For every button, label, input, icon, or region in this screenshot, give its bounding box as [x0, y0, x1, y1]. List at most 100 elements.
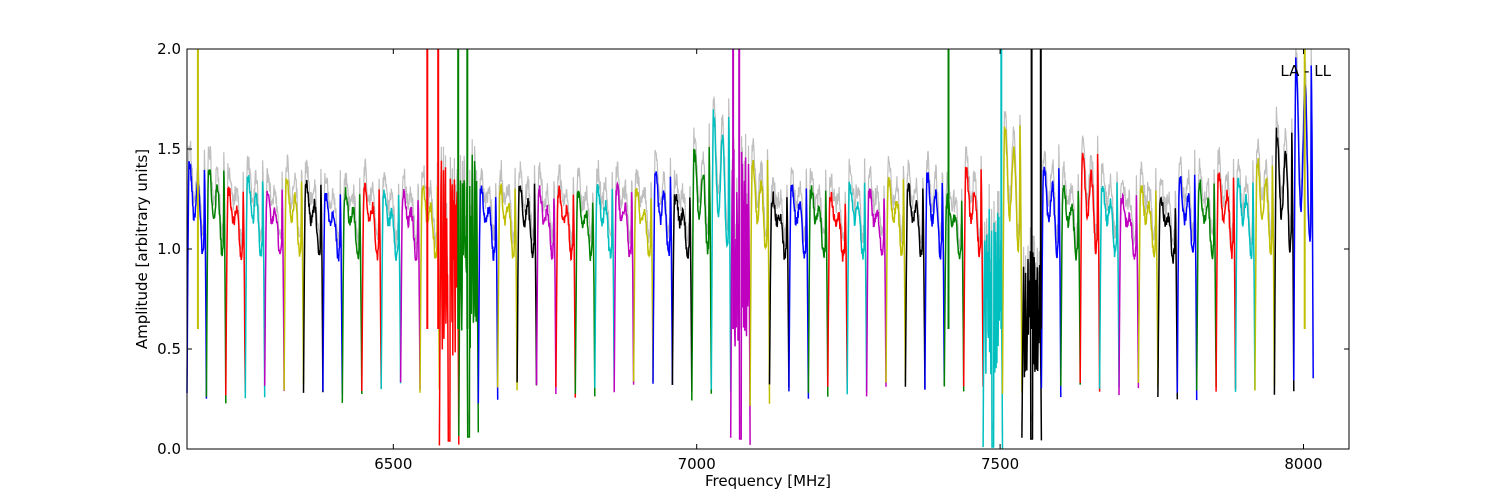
series-line-13	[438, 160, 460, 446]
background-line-15	[477, 168, 499, 383]
series-line-46	[1079, 152, 1101, 392]
background-line-40	[963, 146, 984, 370]
series-line-25	[671, 193, 693, 393]
background-line-9	[361, 158, 382, 372]
series-line-22	[613, 181, 635, 393]
background-line-16	[497, 159, 518, 376]
series-line-48	[1118, 192, 1140, 396]
background-line-53	[1215, 147, 1237, 378]
series-line-8	[341, 187, 363, 403]
series-line-49	[1137, 184, 1159, 388]
background-line-3	[244, 155, 266, 386]
series-line-36	[885, 176, 907, 383]
series-line-7	[322, 192, 344, 395]
series-line-54	[1234, 177, 1256, 392]
series-line-20	[574, 190, 596, 397]
background-line-49	[1137, 161, 1159, 373]
series-line-27	[710, 109, 732, 392]
x-tick-label-1: 7000	[678, 455, 716, 473]
series-group	[186, 57, 1314, 450]
series-line-53	[1215, 172, 1237, 392]
x-axis: 6500 7000 7500 8000	[374, 49, 1323, 473]
series-line-30	[768, 191, 790, 388]
series-line-6	[302, 179, 324, 393]
series-line-42	[1001, 125, 1023, 394]
series-line-3	[244, 175, 266, 399]
series-line-45	[1060, 185, 1081, 387]
background-line-30	[768, 176, 790, 373]
series-line-43	[1021, 251, 1043, 441]
series-line-18	[535, 185, 557, 395]
series-line-47	[1098, 182, 1120, 389]
x-tick-label-3: 8000	[1284, 455, 1322, 473]
series-line-19	[555, 185, 577, 398]
series-line-16	[496, 183, 518, 391]
series-line-50	[1157, 196, 1179, 400]
series-line-15	[477, 185, 499, 404]
background-line-32	[807, 168, 829, 374]
series-line-11	[399, 189, 421, 390]
background-line-18	[535, 162, 557, 371]
background-series	[186, 48, 1314, 437]
series-line-31	[788, 184, 810, 399]
series-line-23	[632, 187, 654, 382]
series-line-41	[982, 209, 1004, 450]
background-line-47	[1098, 161, 1120, 372]
background-line-26	[691, 123, 712, 378]
x-axis-label: Frequency [MHz]	[705, 472, 831, 490]
background-line-17	[516, 161, 538, 363]
background-line-24	[652, 150, 674, 374]
series-line-55	[1254, 158, 1276, 391]
series-line-12	[419, 185, 441, 393]
series-line-40	[962, 166, 984, 387]
series-line-1	[205, 169, 227, 404]
series-line-10	[380, 189, 402, 390]
y-tick-label-4: 2.0	[157, 40, 181, 58]
y-tick-label-0: 0.0	[157, 440, 181, 458]
series-line-29	[749, 159, 771, 406]
background-line-50	[1157, 178, 1178, 383]
series-line-32	[807, 185, 829, 397]
series-line-52	[1195, 179, 1217, 391]
series-line-35	[865, 188, 887, 397]
background-line-45	[1060, 161, 1081, 366]
background-line-19	[555, 164, 576, 376]
background-line-44	[1040, 144, 1062, 375]
background-line-10	[380, 171, 402, 376]
background-line-36	[885, 156, 907, 368]
background-line-22	[613, 161, 635, 375]
background-line-51	[1176, 149, 1198, 389]
series-line-24	[652, 171, 674, 385]
series-line-33	[827, 191, 848, 390]
background-line-7	[322, 170, 343, 385]
series-line-57	[1293, 57, 1314, 381]
background-line-21	[594, 159, 615, 371]
background-line-56	[1273, 106, 1295, 378]
series-line-37	[904, 182, 926, 389]
background-line-12	[419, 162, 440, 379]
series-line-38	[924, 172, 946, 390]
y-tick-label-3: 1.5	[157, 140, 181, 158]
series-line-2	[225, 186, 247, 396]
series-line-4	[263, 189, 285, 391]
background-line-8	[341, 172, 363, 392]
background-line-33	[827, 173, 848, 373]
background-line-20	[574, 167, 596, 382]
background-line-35	[865, 166, 887, 386]
series-line-5	[283, 178, 305, 391]
background-line-0	[186, 140, 207, 380]
y-tick-label-1: 0.5	[157, 340, 181, 358]
background-line-25	[671, 169, 693, 369]
background-line-38	[924, 150, 945, 372]
series-line-26	[691, 146, 713, 401]
y-axis-label: Amplitude [arbitrary units]	[133, 149, 151, 349]
background-line-11	[400, 168, 421, 366]
annotation-label: LA - LL	[1280, 62, 1331, 80]
series-line-21	[594, 183, 615, 388]
series-line-51	[1176, 174, 1198, 401]
background-line-1	[205, 145, 227, 386]
background-line-52	[1196, 158, 1217, 368]
series-line-44	[1040, 166, 1062, 398]
series-line-17	[516, 183, 538, 386]
